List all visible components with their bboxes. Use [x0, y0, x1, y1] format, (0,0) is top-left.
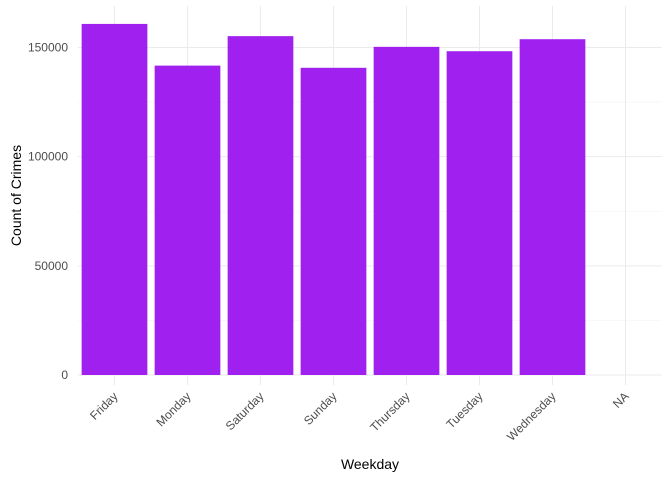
y-tick-labels: 0 50000 100000 150000: [28, 41, 68, 383]
x-tick-label: NA: [610, 389, 632, 411]
x-tick-label: Tuesday: [443, 389, 485, 431]
y-tick-label: 100000: [28, 150, 68, 164]
x-tick-labels: Friday Monday Saturday Sunday Thursday Tuesda…: [87, 389, 631, 444]
x-tick-label: Wednesday: [504, 389, 559, 444]
y-tick-label: 0: [61, 368, 68, 382]
y-tick-label: 150000: [28, 41, 68, 55]
bar-friday: [81, 23, 148, 375]
x-tick-label: Monday: [154, 389, 194, 429]
y-axis-title: Count of Crimes: [8, 145, 24, 246]
x-tick-label: Friday: [87, 389, 120, 422]
bar-monday: [154, 65, 221, 375]
bar-thursday: [373, 46, 440, 375]
x-tick-label: Thursday: [367, 389, 412, 434]
x-tick-label: Sunday: [301, 389, 340, 428]
bar-wednesday: [519, 39, 586, 375]
bar-sunday: [300, 67, 367, 376]
bar-saturday: [227, 36, 294, 375]
y-tick-label: 50000: [35, 259, 69, 273]
x-axis-title: Weekday: [341, 456, 399, 472]
bar-tuesday: [446, 51, 513, 375]
x-tick-label: Saturday: [223, 389, 267, 433]
bars: [81, 23, 586, 376]
